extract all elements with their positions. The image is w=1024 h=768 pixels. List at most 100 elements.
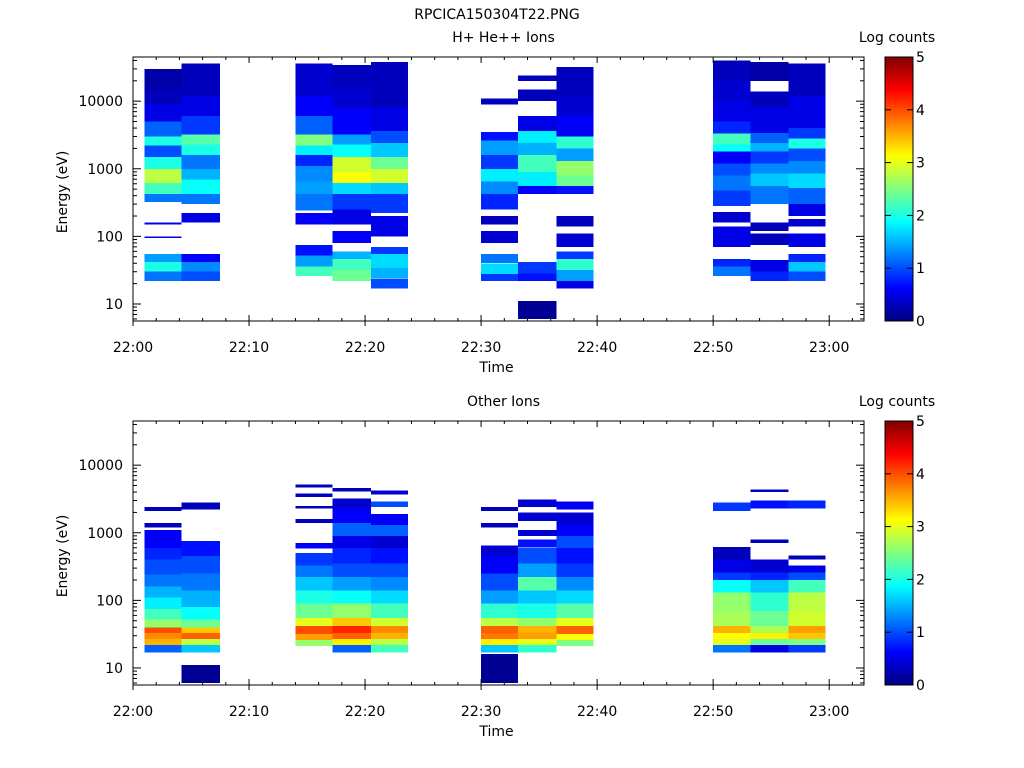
spectrogram-cell — [713, 163, 751, 176]
spectrogram-cell — [181, 556, 220, 574]
spectrogram-cell — [144, 644, 182, 653]
spectrogram-cell — [181, 665, 220, 683]
colorbar-tick-label: 0 — [916, 678, 925, 694]
spectrogram-cell — [556, 259, 594, 270]
spectrogram-cell — [788, 148, 826, 161]
spectrogram-cell — [556, 633, 594, 640]
spectrogram-cell — [144, 222, 182, 225]
spectrogram-cell — [750, 638, 789, 645]
spectrogram-cell — [332, 134, 371, 145]
spectrogram-cell — [332, 535, 371, 548]
x-tick-label: 22:30 — [461, 704, 501, 720]
spectrogram-cell — [181, 144, 220, 155]
spectrogram-cell — [788, 500, 826, 509]
spectrogram-cell — [556, 547, 594, 564]
spectrogram-cell — [518, 499, 557, 507]
colorbar-tick-label: 5 — [916, 414, 925, 430]
colorbar: 0 1 2 3 4 5 Log counts — [859, 394, 935, 694]
x-tick-label: 22:00 — [113, 340, 153, 356]
spectrogram-cell — [788, 644, 826, 653]
colorbar: 0 1 2 3 4 5 Log counts — [859, 30, 935, 330]
spectrogram-cell — [788, 63, 826, 96]
spectrogram-cell — [713, 101, 751, 122]
spectrogram-cell — [713, 80, 751, 102]
spectrogram-cell — [144, 168, 182, 183]
spectrogram-cell — [518, 185, 557, 195]
spectrogram-cell — [144, 574, 182, 587]
spectrogram-cell — [556, 116, 594, 137]
spectrogram-cell — [295, 617, 333, 626]
spectrogram-cell — [481, 140, 519, 155]
spectrogram-cell — [518, 625, 557, 633]
spectrogram-cell — [556, 617, 594, 626]
spectrogram-cell — [181, 632, 220, 639]
spectrogram-cell — [332, 65, 371, 88]
spectrogram-cell — [518, 116, 557, 132]
spectrogram-cell — [556, 185, 594, 195]
spectrogram-cell — [750, 132, 789, 143]
spectrogram-cell — [518, 89, 557, 102]
spectrogram-cell — [713, 638, 751, 645]
spectrogram-cell — [713, 592, 751, 611]
spectrogram-cell — [144, 638, 182, 645]
spectrogram-cell — [750, 610, 789, 626]
spectrogram-cell — [370, 644, 408, 653]
spectrogram-cell — [144, 271, 182, 281]
spectrogram-cell — [332, 182, 371, 195]
panel-other-ions: Other Ions 22:00 22:10 22:20 22:30 22:40 22:50… — [55, 394, 935, 740]
spectrogram-cell — [713, 580, 751, 593]
spectrogram-cell — [295, 505, 333, 509]
spectrogram-cell — [788, 261, 826, 272]
spectrogram-cell — [518, 577, 557, 591]
spectrogram-cell — [332, 269, 371, 281]
spectrogram-cell — [750, 163, 789, 174]
spectrogram-cell — [556, 590, 594, 604]
spectrogram-cell — [556, 625, 594, 634]
spectrogram-cell — [144, 236, 182, 238]
spectrogram-cell — [370, 547, 408, 564]
spectrogram-cell — [144, 632, 182, 639]
spectrogram-cell — [481, 632, 519, 639]
spectrogram-cell — [370, 168, 408, 183]
spectrogram-cell — [788, 219, 826, 227]
spectrogram-cell — [713, 632, 751, 639]
x-tick-label: 22:20 — [345, 340, 385, 356]
panel-title: H+ He++ Ions — [452, 30, 555, 46]
spectrogram-cell — [788, 632, 826, 639]
colorbar-tick-label: 0 — [916, 314, 925, 330]
spectrogram-cell — [713, 175, 751, 191]
spectrogram-cell — [144, 619, 182, 628]
spectrogram-cell — [181, 155, 220, 169]
spectrogram-cell — [556, 535, 594, 548]
spectrogram-cell — [181, 261, 220, 272]
spectrogram-cell — [295, 255, 333, 267]
x-tick-label: 22:10 — [229, 704, 269, 720]
spectrogram-cell — [332, 508, 371, 523]
spectrogram-cell — [518, 539, 557, 548]
spectrogram-cell — [556, 525, 594, 536]
spectrogram-cell — [181, 168, 220, 180]
spectrogram-cell — [332, 156, 371, 172]
spectrogram-cell — [481, 194, 519, 210]
spectrogram-cell — [788, 95, 826, 129]
spectrogram-cell — [750, 572, 789, 580]
spectrogram-cell — [295, 95, 333, 117]
spectrogram-cell — [788, 610, 826, 626]
y-axis-label: Energy (eV) — [55, 151, 71, 234]
spectrogram-cell — [713, 226, 751, 247]
colorbar-gradient — [884, 420, 914, 686]
colorbar-tick-label: 4 — [916, 103, 925, 119]
spectrogram-cell — [332, 563, 371, 578]
spectrogram-cell — [481, 98, 519, 105]
spectrogram-cell — [481, 545, 519, 557]
spectrogram-cell — [295, 63, 333, 96]
spectrogram-cell — [713, 60, 751, 81]
spectrogram-cell — [295, 519, 333, 523]
spectrogram-cell — [370, 603, 408, 618]
spectrogram-cell — [370, 632, 408, 639]
spectrogram-cell — [788, 233, 826, 247]
y-tick-label: 1000 — [87, 526, 123, 542]
spectrogram-cell — [370, 246, 408, 254]
colorbar-tick-label: 1 — [916, 261, 925, 277]
spectrogram-cell — [370, 131, 408, 144]
